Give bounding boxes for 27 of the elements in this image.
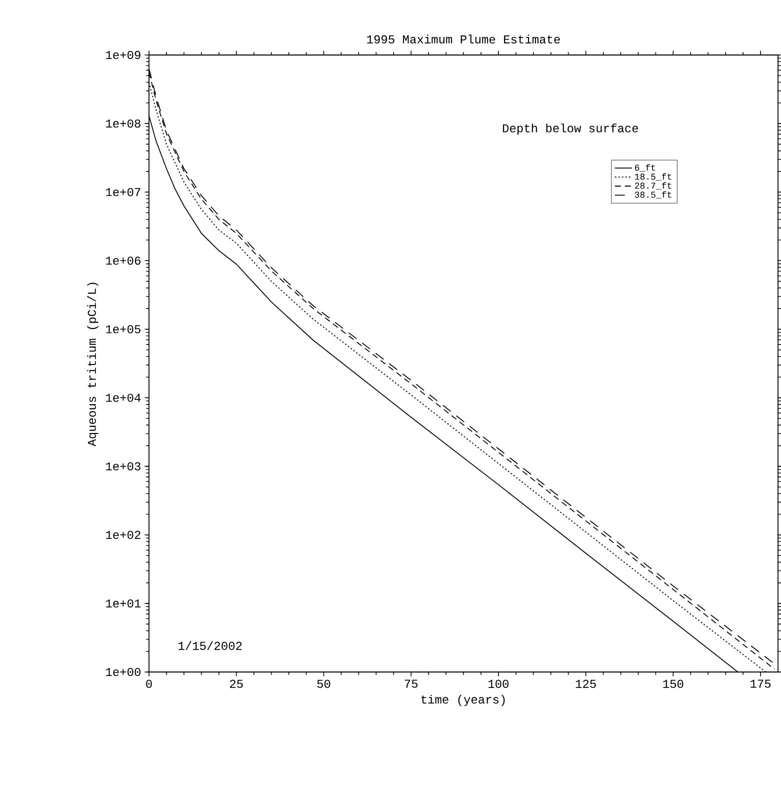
legend-label: 38.5_ft (634, 191, 672, 199)
x-tick-label: 25 (230, 680, 243, 688)
y-axis-title: Aqueous tritium (pCi/L) (87, 282, 98, 446)
x-tick-label: 125 (576, 680, 596, 688)
y-tick-label: 1e+08 (106, 119, 140, 128)
y-tick-label: 1e+09 (106, 50, 140, 60)
y-tick-label: 1e+07 (106, 188, 140, 196)
x-tick-label: 50 (317, 680, 330, 688)
y-tick-label: 1e+03 (106, 462, 140, 470)
legend-title: Depth below surface (502, 124, 638, 135)
y-tick-label: 1e+04 (106, 394, 141, 402)
x-tick-label: 175 (750, 680, 771, 688)
x-tick-label: 100 (488, 680, 509, 688)
legend-label: 18.5_ft (635, 173, 672, 181)
legend-label: 6_ft (635, 164, 656, 172)
chart-title: 1995 Maximum Plume Estimate (367, 34, 560, 44)
y-tick-label: 1e+05 (106, 325, 140, 334)
x-tick-label: 0 (146, 680, 152, 688)
y-tick-label: 1e+00 (106, 668, 140, 676)
y-tick-label: 1e+01 (106, 599, 141, 608)
x-tick-label: 150 (663, 680, 684, 688)
annotation: 1/15/2002 (178, 641, 242, 650)
legend-label: 28.7_ft (634, 182, 672, 190)
x-tick-label: 75 (404, 680, 418, 688)
y-tick-label: 1e+06 (106, 256, 140, 265)
y-tick-label: 1e+02 (106, 530, 140, 539)
x-axis-title: time (years) (421, 694, 505, 706)
